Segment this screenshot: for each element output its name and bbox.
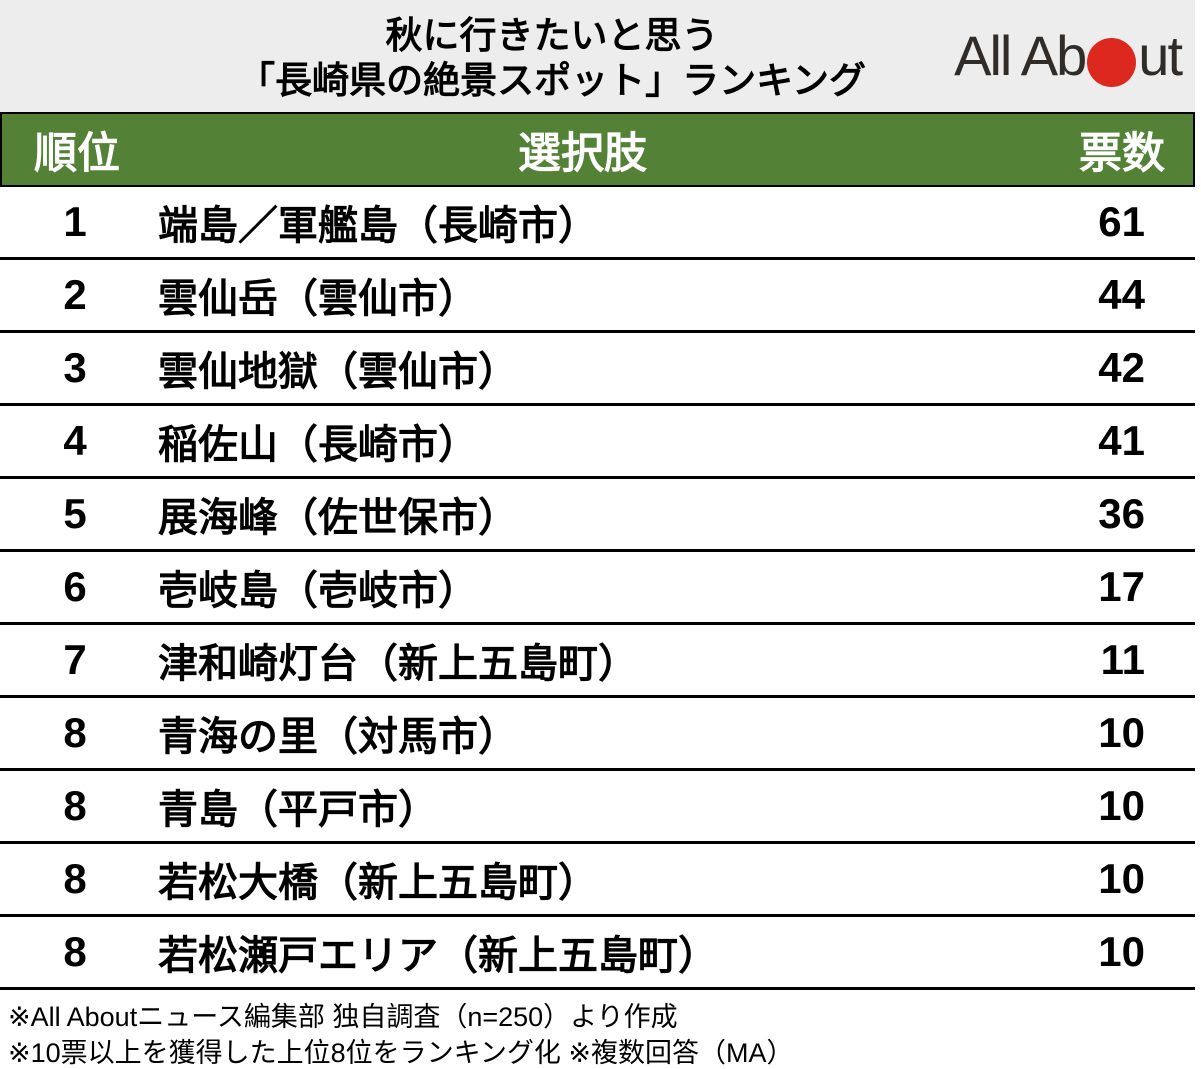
ranking-rows: 1 端島／軍艦島（長崎市） 61 2 雲仙岳（雲仙市） 44 3 雲仙地獄（雲仙… (0, 187, 1195, 990)
spot-name-cell: 若松大橋（新上五島町） (158, 861, 598, 905)
footnote-line-2: ※10票以上を獲得した上位8位をランキング化 ※複数回答（MA） (8, 1038, 794, 1068)
table-row: 8 若松瀬戸エリア（新上五島町） 10 (0, 917, 1195, 990)
spot-name-cell: 青島（平戸市） (158, 788, 438, 832)
votes-cell: 36 (1098, 490, 1145, 537)
spot-name-cell: 雲仙岳（雲仙市） (158, 277, 478, 321)
table-row: 8 若松大橋（新上五島町） 10 (0, 844, 1195, 917)
votes-cell: 11 (1100, 636, 1145, 683)
table-row: 2 雲仙岳（雲仙市） 44 (0, 260, 1195, 333)
footnote-line-1: ※All Aboutニュース編集部 独自調査（n=250）より作成 (8, 1002, 678, 1032)
votes-cell: 41 (1098, 417, 1145, 464)
rank-cell: 3 (63, 344, 87, 391)
table-row: 7 津和崎灯台（新上五島町） 11 (0, 625, 1195, 698)
spot-name-cell: 稲佐山（長崎市） (158, 423, 478, 467)
table-row: 8 青海の里（対馬市） 10 (0, 698, 1195, 771)
rank-cell: 8 (63, 782, 87, 829)
table-row: 8 青島（平戸市） 10 (0, 771, 1195, 844)
page-title: 秋に行きたいと思う 「長崎県の絶景スポット」ランキング (0, 9, 954, 103)
spot-name-cell: 端島／軍艦島（長崎市） (158, 204, 598, 248)
column-header-votes: 票数 (1079, 129, 1165, 178)
all-about-logo: All Ab ut (954, 24, 1195, 87)
table-row: 3 雲仙地獄（雲仙市） 42 (0, 333, 1195, 406)
logo-red-circle-icon (1087, 37, 1137, 87)
spot-name-cell: 展海峰（佐世保市） (158, 496, 518, 540)
title-line-1: 秋に行きたいと思う (385, 15, 719, 56)
spot-name-cell: 青海の里（対馬市） (158, 715, 518, 759)
rank-cell: 1 (63, 198, 87, 245)
spot-name-cell: 雲仙地獄（雲仙市） (158, 350, 518, 394)
spot-name-cell: 若松瀬戸エリア（新上五島町） (158, 934, 718, 978)
rank-cell: 7 (63, 636, 87, 683)
table-row: 4 稲佐山（長崎市） 41 (0, 406, 1195, 479)
rank-cell: 8 (63, 709, 87, 756)
table-row: 5 展海峰（佐世保市） 36 (0, 479, 1195, 552)
votes-cell: 17 (1098, 563, 1145, 610)
votes-cell: 10 (1098, 855, 1145, 902)
spot-name-cell: 津和崎灯台（新上五島町） (158, 642, 638, 686)
logo-text-right: ut (1138, 24, 1183, 87)
title-line-2: 「長崎県の絶景スポット」ランキング (238, 60, 866, 101)
table-row: 1 端島／軍艦島（長崎市） 61 (0, 187, 1195, 260)
footnotes: ※All Aboutニュース編集部 独自調査（n=250）より作成 ※10票以上… (0, 990, 1195, 1069)
votes-cell: 42 (1098, 344, 1145, 391)
masthead: 秋に行きたいと思う 「長崎県の絶景スポット」ランキング All Ab ut (0, 0, 1195, 112)
rank-cell: 5 (63, 490, 87, 537)
votes-cell: 10 (1098, 709, 1145, 756)
column-header-rank: 順位 (34, 129, 120, 178)
rank-cell: 8 (63, 928, 87, 975)
rank-cell: 4 (63, 417, 87, 464)
votes-cell: 61 (1098, 198, 1145, 245)
table-row: 6 壱岐島（壱岐市） 17 (0, 552, 1195, 625)
votes-cell: 44 (1098, 271, 1145, 318)
column-header-choice: 選択肢 (518, 129, 647, 178)
spot-name-cell: 壱岐島（壱岐市） (158, 569, 478, 613)
votes-cell: 10 (1098, 782, 1145, 829)
rank-cell: 2 (63, 271, 87, 318)
rank-cell: 8 (63, 855, 87, 902)
table-header-row: 順位 選択肢 票数 (0, 112, 1195, 187)
rank-cell: 6 (63, 563, 87, 610)
votes-cell: 10 (1098, 928, 1145, 975)
logo-text-left: All Ab (954, 24, 1087, 87)
